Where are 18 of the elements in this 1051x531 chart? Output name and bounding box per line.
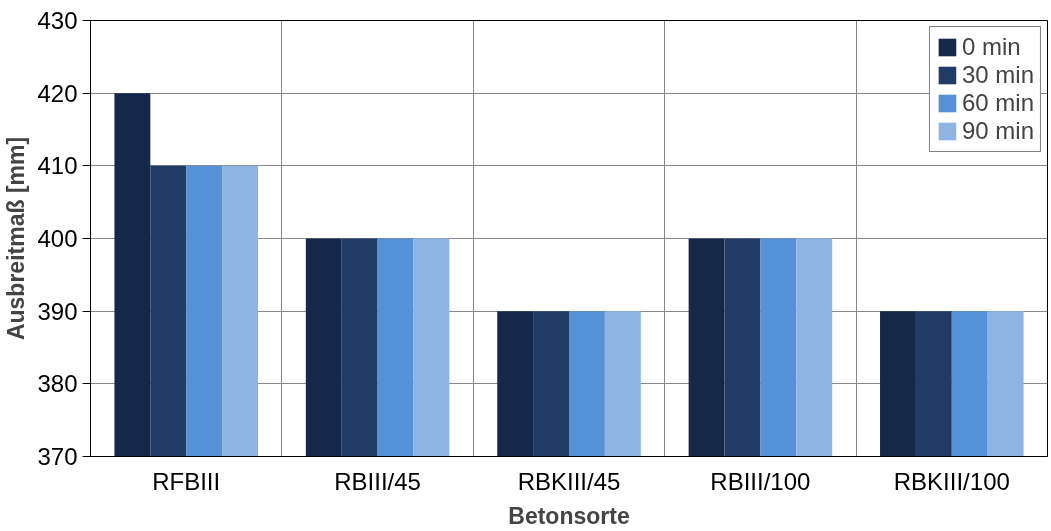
- legend-label: 0 min: [961, 33, 1021, 61]
- legend-label: 30 min: [961, 61, 1034, 89]
- x-tick-label: RBKIII/45: [517, 467, 621, 495]
- y-tick-label: 410: [37, 152, 78, 180]
- y-tick-label: 380: [37, 370, 78, 398]
- x-tick-label: RBIII/45: [334, 467, 421, 495]
- y-axis-title: Ausbreitmaß [mm]: [3, 136, 30, 341]
- y-tick-label: 430: [37, 7, 78, 34]
- x-axis-title: Betonsorte: [508, 502, 630, 529]
- x-tick-label: RBIII/100: [710, 467, 811, 495]
- x-tick-label: RFBIII: [152, 467, 221, 495]
- y-tick-label: 420: [37, 79, 78, 107]
- legend-label: 60 min: [961, 89, 1034, 117]
- legend-label: 90 min: [961, 117, 1034, 145]
- x-tick-label: RBKIII/100: [893, 467, 1010, 495]
- y-tick-label: 400: [37, 225, 78, 252]
- y-tick-label: 370: [37, 443, 78, 470]
- y-tick-label: 390: [37, 297, 78, 325]
